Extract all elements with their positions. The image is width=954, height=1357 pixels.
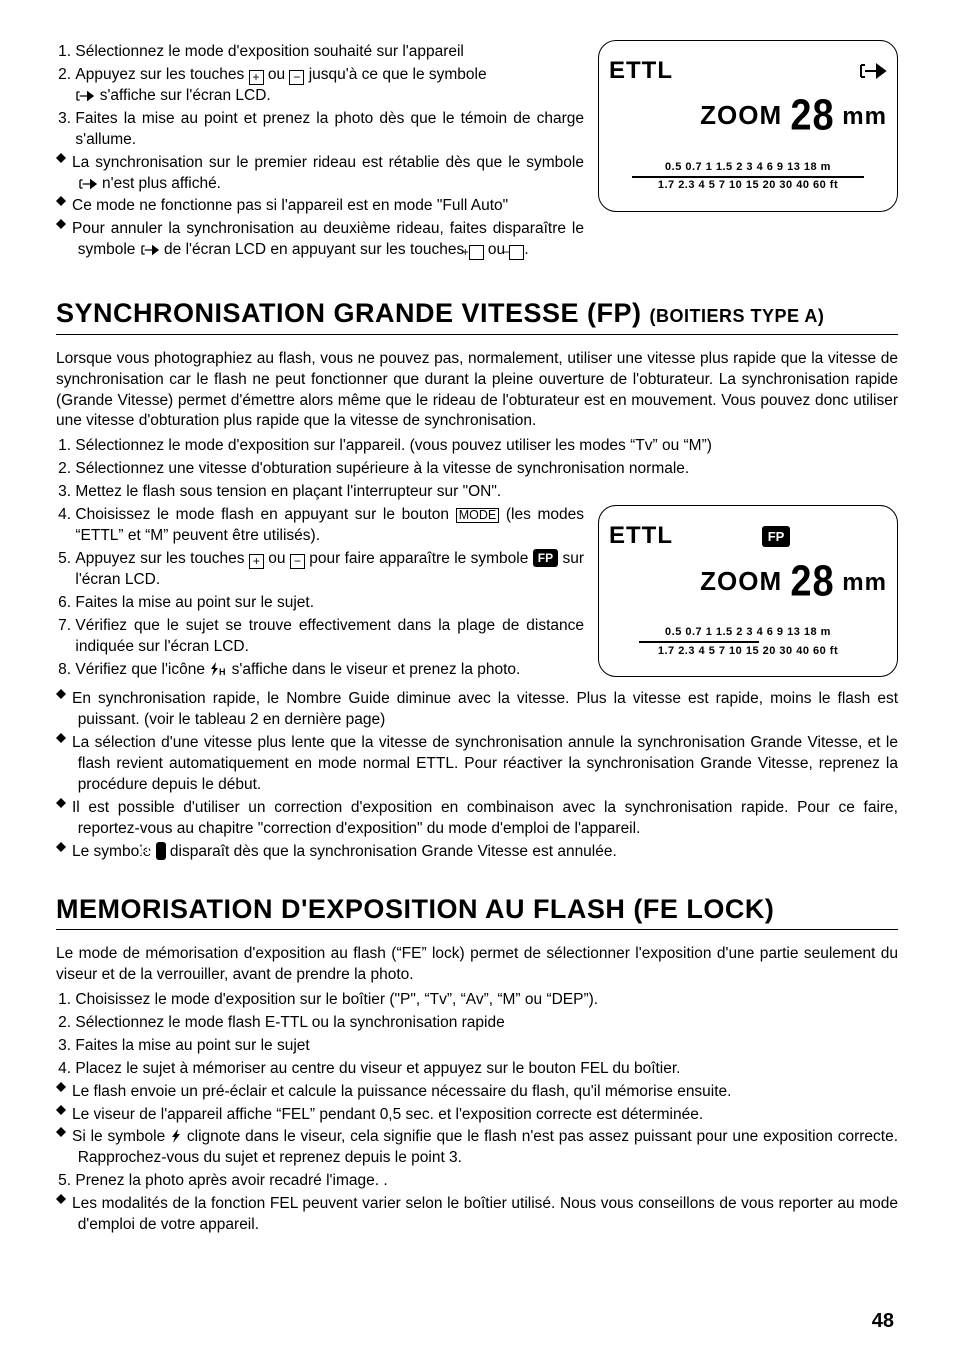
sync-para: Lorsque vous photographiez au flash, vou… bbox=[56, 349, 898, 433]
list-item: Prenez la photo après avoir recadré l'im… bbox=[75, 1171, 898, 1192]
diamond-bullet-icon bbox=[56, 728, 66, 738]
bullet-item: Les modalités de la fonction FEL peuvent… bbox=[56, 1194, 898, 1236]
fp-icon: FP bbox=[762, 526, 791, 548]
minus-button-icon: − bbox=[289, 70, 304, 85]
bullet-item: Le viseur de l'appareil affiche “FEL” pe… bbox=[56, 1105, 898, 1126]
fp-icon: FP bbox=[156, 842, 166, 860]
plus-button-icon: + bbox=[469, 245, 484, 260]
lcd-mode-label: ETTL bbox=[609, 55, 673, 87]
bullet-item: En synchronisation rapide, le Nombre Gui… bbox=[56, 689, 898, 731]
diamond-bullet-icon bbox=[56, 1189, 66, 1199]
fe-steps-a: Choisissez le mode d'exposition sur le b… bbox=[56, 990, 898, 1080]
diamond-bullet-icon bbox=[56, 1122, 66, 1132]
fp-icon: FP bbox=[533, 549, 558, 567]
lcd-distance-scale: 0.5 0.7 1 1.5 2 3 4 6 9 13 18 m 1.7 2.3 … bbox=[609, 161, 887, 194]
lcd-distance-scale: 0.5 0.7 1 1.5 2 3 4 6 9 13 18 m 1.7 2.3 … bbox=[609, 626, 887, 659]
diamond-bullet-icon bbox=[56, 793, 66, 803]
rear-curtain-icon bbox=[859, 62, 887, 80]
flash-icon bbox=[170, 1129, 182, 1143]
heading-sync: SYNCHRONISATION GRANDE VITESSE (FP)(BOIT… bbox=[56, 295, 898, 334]
bullet-item: Le symbole FP disparaît dès que la synch… bbox=[56, 842, 898, 863]
plus-button-icon: + bbox=[249, 70, 264, 85]
diamond-bullet-icon bbox=[56, 214, 66, 224]
rear-curtain-icon bbox=[140, 244, 160, 256]
plus-button-icon: + bbox=[249, 554, 264, 569]
rear-curtain-icon bbox=[78, 178, 98, 190]
svg-text:H: H bbox=[219, 667, 226, 676]
list-item: Placez le sujet à mémoriser au centre du… bbox=[75, 1059, 898, 1080]
lcd-mode-label: ETTL bbox=[609, 520, 673, 552]
diamond-bullet-icon bbox=[56, 837, 66, 847]
diamond-bullet-icon bbox=[56, 1077, 66, 1087]
minus-button-icon: − bbox=[290, 554, 305, 569]
list-item: Faites la mise au point sur le sujet bbox=[75, 1036, 898, 1057]
mode-button-icon: MODE bbox=[456, 508, 500, 523]
bullet-item: Pour annuler la synchronisation au deuxi… bbox=[56, 219, 898, 261]
diamond-bullet-icon bbox=[56, 148, 66, 158]
sync-steps-a: Sélectionnez le mode d'exposition sur l'… bbox=[56, 436, 898, 503]
diamond-bullet-icon bbox=[56, 1100, 66, 1110]
bullet-item: Il est possible d'utiliser un correction… bbox=[56, 798, 898, 840]
bullet-item: Le flash envoie un pré-éclair et calcule… bbox=[56, 1082, 898, 1103]
minus-button-icon: − bbox=[509, 245, 524, 260]
list-item: Sélectionnez le mode flash E-TTL ou la s… bbox=[75, 1013, 898, 1034]
list-item: Mettez le flash sous tension en plaçant … bbox=[75, 482, 898, 503]
heading-fe-lock: MEMORISATION D'EXPOSITION AU FLASH (FE L… bbox=[56, 891, 898, 930]
list-item: Choisissez le mode d'exposition sur le b… bbox=[75, 990, 898, 1011]
fe-para: Le mode de mémorisation d'exposition au … bbox=[56, 944, 898, 986]
fe-steps-b: Prenez la photo après avoir recadré l'im… bbox=[56, 1171, 898, 1192]
bullet-item: La sélection d'une vitesse plus lente qu… bbox=[56, 733, 898, 796]
rear-curtain-icon bbox=[75, 90, 95, 102]
list-item: Sélectionnez une vitesse d'obturation su… bbox=[75, 459, 898, 480]
bullet-item: Si le symbole clignote dans le viseur, c… bbox=[56, 1127, 898, 1169]
lcd-zoom: ZOOM 28 mm bbox=[609, 91, 887, 142]
list-item: Sélectionnez le mode d'exposition sur l'… bbox=[75, 436, 898, 457]
lcd-panel-rear-curtain: ETTL ZOOM 28 mm 0.5 0.7 1 1.5 2 3 4 6 9 … bbox=[598, 40, 898, 212]
diamond-bullet-icon bbox=[56, 684, 66, 694]
diamond-bullet-icon bbox=[56, 191, 66, 201]
flash-h-icon: H bbox=[209, 662, 227, 676]
page-number: 48 bbox=[872, 1308, 894, 1335]
lcd-zoom: ZOOM 28 mm bbox=[609, 557, 887, 608]
lcd-panel-fp: ETTL FP ZOOM 28 mm 0.5 0.7 1 1.5 2 3 4 6… bbox=[598, 505, 898, 677]
